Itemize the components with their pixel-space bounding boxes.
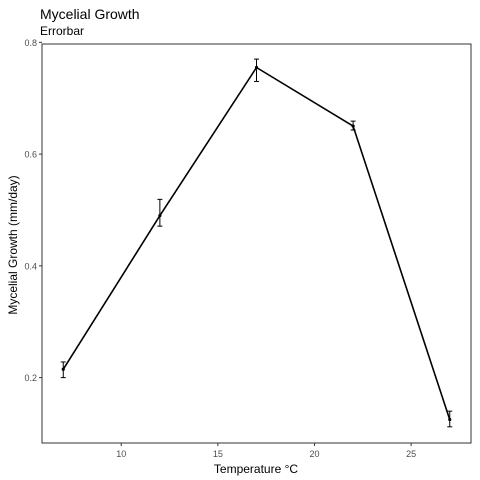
x-tick-label: 20 bbox=[309, 449, 319, 459]
data-point bbox=[352, 125, 355, 128]
x-tick-label: 10 bbox=[116, 449, 126, 459]
y-axis-label: Mycelial Growth (mm/day) bbox=[6, 175, 20, 314]
data-point bbox=[448, 418, 451, 421]
y-tick-label: 0.6 bbox=[24, 150, 37, 160]
series-line bbox=[63, 68, 449, 420]
data-series bbox=[61, 59, 452, 427]
x-tick-label: 25 bbox=[406, 449, 416, 459]
data-point bbox=[255, 66, 258, 69]
chart-title: Mycelial Growth bbox=[40, 6, 140, 22]
y-tick-label: 0.2 bbox=[24, 373, 37, 383]
data-point bbox=[158, 214, 161, 217]
data-point bbox=[62, 368, 65, 371]
x-tick-label: 15 bbox=[213, 449, 223, 459]
x-axis-label: Temperature °C bbox=[214, 462, 298, 476]
y-tick-label: 0.8 bbox=[24, 38, 37, 48]
plot-panel bbox=[42, 44, 471, 443]
x-axis: 10 15 20 25 bbox=[116, 443, 416, 459]
chart-subtitle: Errorbar bbox=[40, 24, 84, 38]
y-tick-label: 0.4 bbox=[24, 261, 37, 271]
y-axis: 0.2 0.4 0.6 0.8 bbox=[24, 38, 42, 383]
